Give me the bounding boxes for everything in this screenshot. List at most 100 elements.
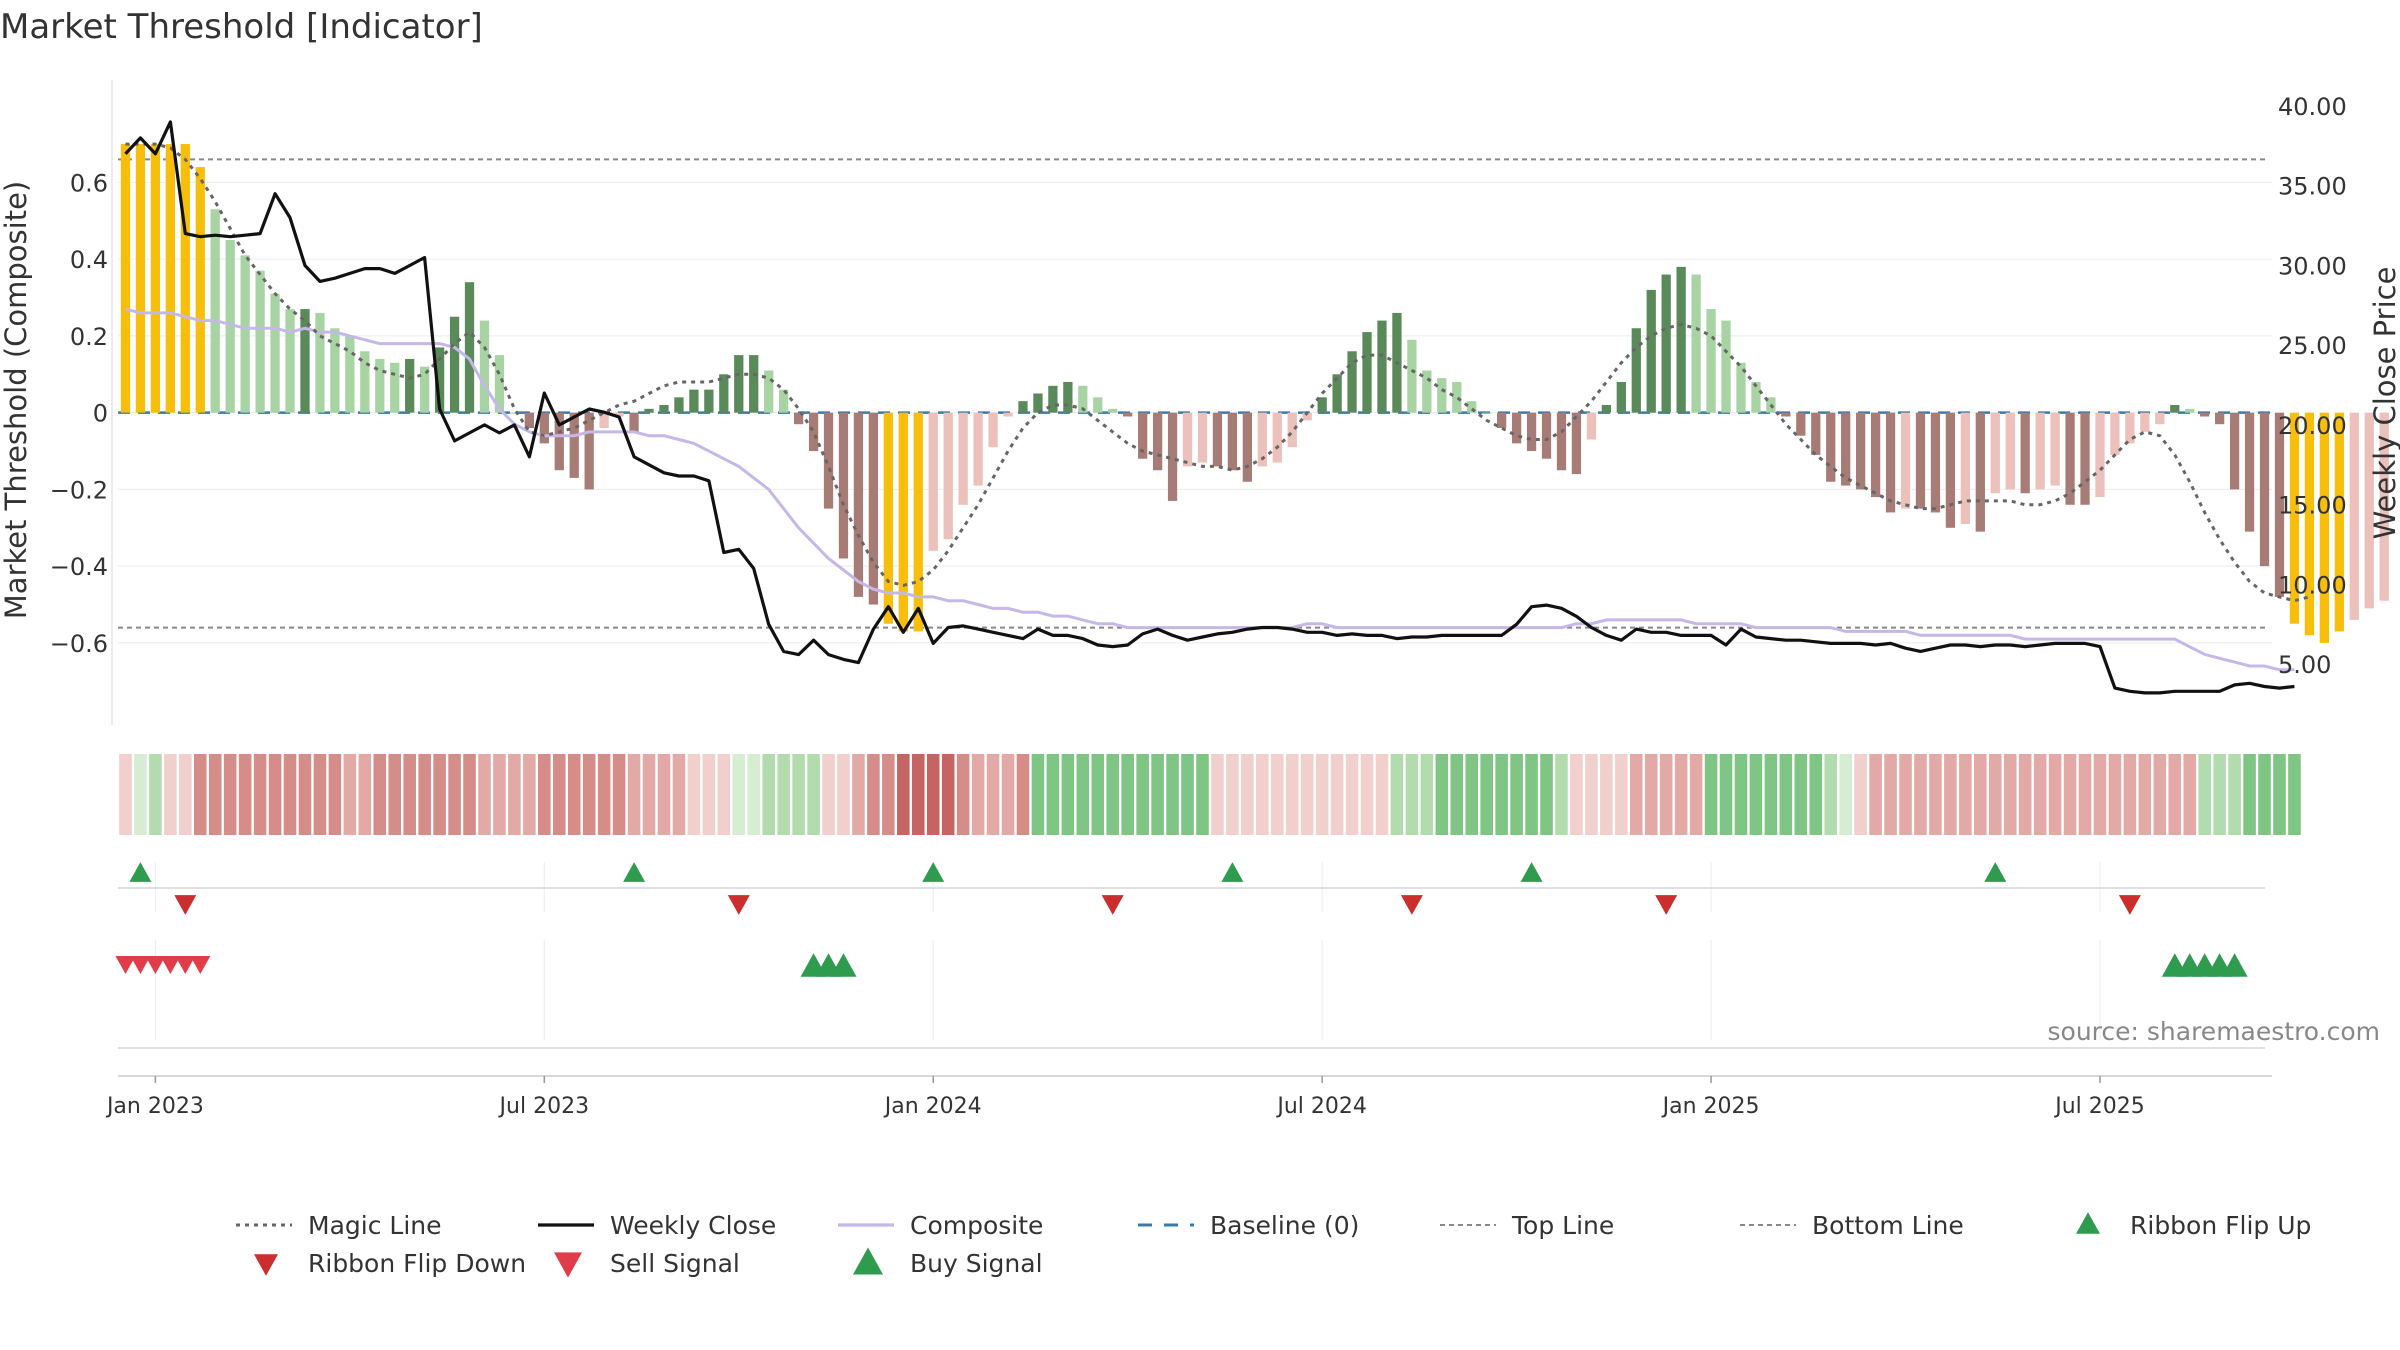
legend-label: Weekly Close (610, 1211, 776, 1240)
composite-bar-75 (1242, 412, 1252, 482)
legend-label: Buy Signal (910, 1249, 1043, 1278)
composite-bar-151 (2379, 412, 2389, 601)
composite-bar-123 (1960, 412, 1970, 524)
right-tick-label-3: 25.00 (2278, 332, 2347, 360)
composite-bar-142 (2244, 412, 2255, 532)
composite-bar-72 (1197, 412, 1208, 463)
composite-bar-118 (1885, 412, 1896, 513)
ribbon-cell-70 (1166, 754, 1179, 835)
legend-item-flip-down: Ribbon Flip Down (254, 1249, 526, 1278)
ribbon-cell-2 (149, 754, 162, 835)
composite-bar-111 (1781, 412, 1791, 417)
ribbon-cell-29 (552, 754, 566, 835)
composite-bar-45 (793, 412, 804, 425)
legend-item-baseline: Baseline (0) (1138, 1211, 1359, 1240)
ribbon-cell-115 (1839, 754, 1852, 835)
ribbon-cell-71 (1181, 754, 1194, 835)
ribbon-cell-57 (971, 754, 985, 835)
composite-bar-133 (2110, 412, 2120, 455)
composite-bar-90 (1467, 401, 1477, 413)
buy-signal-7 (2221, 953, 2248, 977)
ribbon-cell-12 (298, 754, 312, 835)
ribbon-cell-94 (1525, 754, 1538, 835)
composite-bar-109 (1751, 381, 1761, 413)
ribbon-cell-91 (1480, 754, 1493, 835)
ribbon-flip-down-3 (1400, 895, 1423, 915)
right-tick-label-4: 20.00 (2278, 412, 2347, 440)
composite-bar-43 (764, 370, 774, 413)
composite-bar-144 (2274, 412, 2285, 597)
composite-bar-70 (1167, 412, 1178, 501)
ribbon-cell-75 (1241, 754, 1254, 835)
ribbon-cell-35 (642, 754, 656, 835)
composite-bar-126 (2005, 412, 2015, 490)
composite-bar-34 (629, 412, 639, 432)
ribbon-cell-140 (2213, 754, 2226, 835)
ribbon-cell-20 (418, 754, 431, 835)
composite-bar-51 (883, 412, 893, 624)
composite-bar-74 (1227, 412, 1238, 471)
ribbon-cell-131 (2078, 754, 2092, 835)
composite-bar-76 (1257, 412, 1267, 467)
composite-bar-55 (943, 412, 953, 540)
composite-bar-39 (704, 389, 714, 413)
ribbon-cell-11 (283, 754, 297, 835)
composite-bar-87 (1422, 370, 1432, 413)
composite-bar-47 (823, 412, 834, 509)
ribbon-cell-13 (313, 754, 327, 835)
composite-bar-57 (973, 412, 983, 486)
ribbon-cell-32 (597, 754, 611, 835)
ribbon-cell-53 (911, 754, 925, 835)
ribbon-cell-126 (2003, 754, 2017, 835)
ribbon-cell-36 (657, 754, 671, 835)
ribbon-cell-113 (1809, 754, 1823, 835)
composite-bar-89 (1452, 381, 1462, 413)
composite-bar-99 (1601, 405, 1611, 413)
composite-bar-66 (1108, 408, 1118, 413)
composite-bar-82 (1347, 351, 1357, 413)
buy-signal-2 (830, 953, 857, 977)
composite-bar-138 (2185, 408, 2195, 413)
ribbon-cell-101 (1629, 754, 1643, 835)
legend-label: Magic Line (308, 1211, 442, 1240)
ribbon-cell-1 (134, 754, 147, 835)
ribbon-cell-106 (1704, 754, 1718, 835)
ribbon-cell-5 (193, 754, 207, 835)
ribbon-cell-41 (732, 754, 746, 835)
composite-bar-50 (868, 412, 879, 605)
right-tick-label-6: 10.00 (2278, 571, 2347, 599)
chart-title: Market Threshold [Indicator] (0, 7, 483, 47)
legend-swatch (254, 1254, 278, 1276)
ribbon-cell-48 (837, 754, 850, 835)
composite-bar-98 (1586, 412, 1597, 440)
composite-bar-61 (1033, 393, 1043, 413)
right-tick-label-5: 15.00 (2278, 492, 2347, 520)
ribbon-cell-22 (448, 754, 461, 835)
ribbon-cell-55 (941, 754, 955, 835)
composite-bar-78 (1287, 412, 1297, 448)
composite-bar-134 (2125, 412, 2135, 444)
ribbon-cell-73 (1211, 754, 1224, 835)
ribbon-cell-127 (2018, 754, 2032, 835)
composite-bar-15 (345, 335, 355, 413)
composite-bar-14 (330, 328, 340, 413)
composite-bar-83 (1362, 332, 1372, 413)
composite-bar-53 (913, 412, 923, 632)
composite-bar-146 (2304, 412, 2315, 636)
ribbon-cell-107 (1719, 754, 1733, 835)
ribbon-cell-124 (1974, 754, 1987, 835)
ribbon-cell-142 (2243, 754, 2256, 835)
legend-label: Bottom Line (1812, 1211, 1964, 1240)
ribbon-cell-42 (747, 754, 761, 835)
right-tick-label-0: 40.00 (2278, 93, 2347, 121)
ribbon-cell-84 (1375, 754, 1389, 835)
right-y-axis-label: Weekly Close Price (2368, 267, 2400, 540)
legend: Magic Line Weekly Close Composite Baseline … (236, 1211, 2311, 1278)
left-tick-label-5: −0.4 (50, 553, 108, 581)
left-tick-label-4: −0.2 (50, 476, 108, 504)
ribbon-cell-45 (792, 754, 805, 835)
legend-label: Top Line (1511, 1211, 1614, 1240)
ribbon-flip-down-1 (727, 895, 750, 915)
ribbon-cell-103 (1659, 754, 1673, 835)
composite-bar-35 (644, 408, 654, 413)
